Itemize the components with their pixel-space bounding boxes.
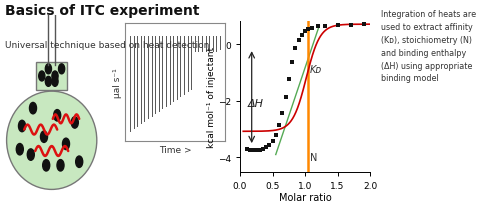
Circle shape xyxy=(52,77,58,87)
Text: Kᴅ: Kᴅ xyxy=(310,65,322,75)
Y-axis label: kcal mol⁻¹ of injectant: kcal mol⁻¹ of injectant xyxy=(208,47,216,147)
Circle shape xyxy=(58,64,64,75)
Circle shape xyxy=(18,121,26,132)
Text: Universal technique based on heat detection: Universal technique based on heat detect… xyxy=(5,40,210,49)
Bar xyxy=(36,62,67,91)
Circle shape xyxy=(72,117,78,128)
Circle shape xyxy=(38,72,45,82)
X-axis label: Time >: Time > xyxy=(158,146,192,155)
Circle shape xyxy=(57,160,64,171)
Circle shape xyxy=(52,72,58,82)
Circle shape xyxy=(54,110,60,121)
Text: Basics of ITC experiment: Basics of ITC experiment xyxy=(5,4,200,18)
Circle shape xyxy=(40,131,48,143)
Circle shape xyxy=(76,156,82,168)
Circle shape xyxy=(42,160,50,171)
Circle shape xyxy=(30,103,36,114)
X-axis label: Molar ratio: Molar ratio xyxy=(278,192,332,202)
Text: Integration of heats are
used to extract affinity
(Kᴅ), stoichiometry (N)
and bi: Integration of heats are used to extract… xyxy=(381,10,476,83)
Text: N: N xyxy=(310,153,317,162)
Ellipse shape xyxy=(6,92,97,189)
Circle shape xyxy=(62,138,70,150)
Circle shape xyxy=(16,144,24,155)
Circle shape xyxy=(46,64,52,75)
Text: ΔH: ΔH xyxy=(248,99,264,109)
Circle shape xyxy=(46,77,52,87)
Circle shape xyxy=(28,149,34,161)
Y-axis label: μal s⁻¹: μal s⁻¹ xyxy=(113,68,122,98)
